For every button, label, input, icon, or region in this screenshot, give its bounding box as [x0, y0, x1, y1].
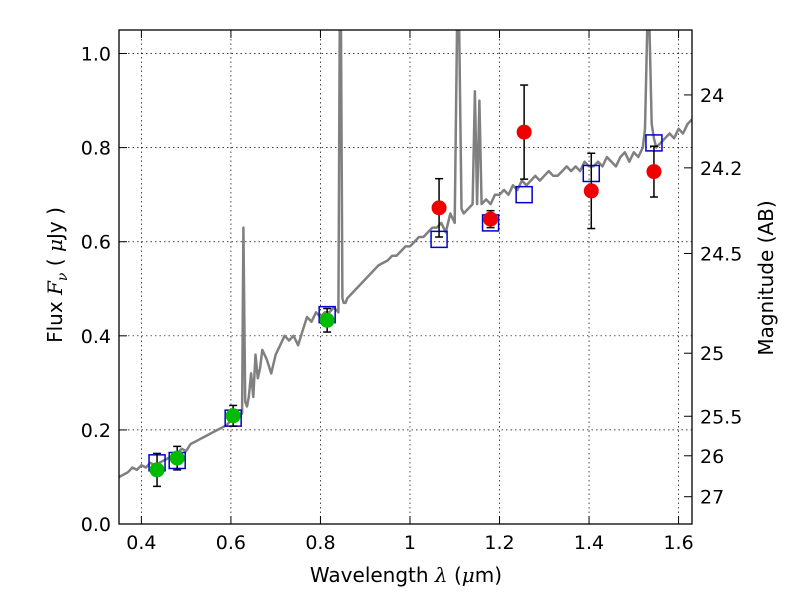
- x-tick-label: 0.4: [126, 532, 156, 554]
- y-tick-label: 0.4: [81, 326, 111, 348]
- y2-tick-label: 24.2: [700, 158, 742, 180]
- plot-frame: [118, 29, 693, 525]
- observed-point: [646, 164, 662, 180]
- y2-tick-label: 25: [700, 343, 724, 365]
- y-tick-label: 0.2: [81, 420, 111, 442]
- observed-point: [516, 124, 532, 140]
- x-tick-label: 0.6: [216, 532, 246, 554]
- observed-point: [431, 200, 447, 216]
- x-axis-label: Wavelength λ (μm): [310, 563, 502, 587]
- y-tick-label: 0.8: [81, 138, 111, 160]
- y-tick-labels: 0.0 0.2 0.4 0.6 0.8 1.0: [81, 44, 111, 536]
- model-photometry-square: [515, 185, 533, 204]
- y2-tick-label: 26: [700, 446, 724, 468]
- x-tick-label: 1.6: [663, 532, 693, 554]
- y2-tick-label: 25.5: [700, 406, 742, 428]
- y2-axis-label: Magnitude (AB): [754, 200, 778, 355]
- y-tick-label: 0.6: [81, 232, 111, 254]
- observed-point: [169, 450, 185, 466]
- y-tick-label: 0.0: [81, 514, 111, 536]
- y-tick-label: 1.0: [81, 44, 111, 66]
- axis-ticks: [119, 30, 692, 525]
- x-tick-label: 1.2: [484, 532, 514, 554]
- x-tick-labels: 0.4 0.6 0.8 1 1.2 1.4 1.6: [126, 532, 693, 554]
- x-tick-label: 0.8: [305, 532, 335, 554]
- y2-tick-label: 27: [700, 487, 724, 509]
- observed-point: [483, 211, 499, 227]
- observed-point: [319, 312, 335, 328]
- x-tick-label: 1.4: [574, 532, 604, 554]
- observed-point: [149, 462, 165, 478]
- y-axis-label: Flux Fν ( μJy ): [43, 207, 71, 343]
- y2-tick-label: 24: [700, 85, 724, 107]
- observed-point: [225, 408, 241, 424]
- grid-lines: [119, 30, 692, 525]
- spectrum-line: [119, 30, 692, 479]
- observed-point: [583, 183, 599, 199]
- y2-tick-label: 24.5: [700, 243, 742, 265]
- plot-area: [119, 30, 692, 488]
- y2-tick-labels: 24 24.2 24.5 25 25.5 26 27: [700, 85, 742, 509]
- x-tick-label: 1: [404, 532, 416, 554]
